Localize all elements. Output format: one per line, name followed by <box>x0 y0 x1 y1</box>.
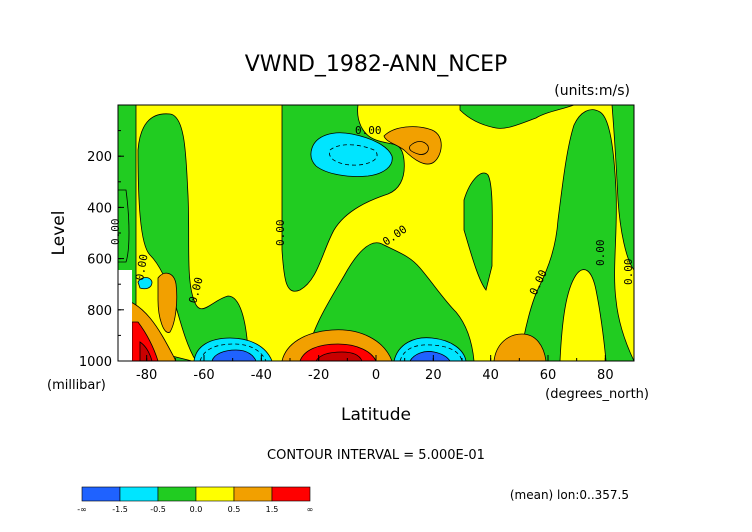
y-tick-label: 1000 <box>79 355 112 370</box>
colorbar-label: -∞ <box>77 505 87 514</box>
region-cyan-sh-low <box>193 337 273 361</box>
footer-note: (mean) lon:0..357.5 <box>510 488 629 502</box>
region-blue-sh-low <box>211 349 257 361</box>
colorbar-label: 1.5 <box>266 505 279 514</box>
region-darkred-eq-low <box>315 351 363 361</box>
region-cyan-nh-low <box>393 337 467 361</box>
x-tick-label: -40 <box>251 368 272 383</box>
region-green-right-top <box>459 105 575 129</box>
colorbar-label: ∞ <box>307 505 314 514</box>
region-green-north-top <box>611 105 634 271</box>
units-label: (units:m/s) <box>554 83 630 99</box>
y-axis: 200 400 600 800 1000 <box>79 130 124 370</box>
colorbar-swatch <box>119 486 159 502</box>
region-white-corner <box>118 270 132 361</box>
contour-solid-upper <box>409 141 429 155</box>
contour-label: 0.00 <box>133 253 150 281</box>
x-tick-label: -20 <box>308 368 329 383</box>
contour-interval: CONTOUR INTERVAL = 5.000E-01 <box>267 448 485 463</box>
contour-label: 0.00 <box>594 240 607 267</box>
y-tick-label: 200 <box>87 150 112 165</box>
chart-title: VWND_1982-ANN_NCEP <box>245 52 508 77</box>
colorbar-swatch <box>157 486 197 502</box>
colorbar-swatch <box>271 486 311 502</box>
contour-label: 0.00 <box>109 219 122 246</box>
x-axis: -80 -60 -40 -20 0 20 40 60 80 <box>117 355 635 383</box>
region-yellow-north-strip <box>559 269 607 361</box>
region-green-north <box>519 109 634 361</box>
region-green-leftedge <box>118 189 130 263</box>
contour-label: 0.00 <box>355 124 382 137</box>
x-tick-label: 20 <box>425 368 442 383</box>
contour-field <box>118 105 634 361</box>
x-axis-label: Latitude <box>341 405 411 425</box>
region-cyan-sh-small <box>137 277 153 290</box>
contour-label: 0.00 <box>274 220 287 247</box>
region-orange-upper <box>383 126 442 165</box>
y-tick-label: 400 <box>87 201 112 216</box>
y-tick-label: 600 <box>87 253 112 268</box>
contour-dashed-nh <box>399 344 463 361</box>
contour-dashed-upper <box>329 144 378 166</box>
colorbar-label: -0.5 <box>150 505 166 514</box>
colorbar-label: 0.0 <box>190 505 203 514</box>
colorbar-label: 0.5 <box>228 505 241 514</box>
x-tick-label: -80 <box>136 368 157 383</box>
x-tick-label: -60 <box>193 368 214 383</box>
region-cyan-upper <box>310 132 393 177</box>
colorbar-swatch <box>195 486 235 502</box>
colorbar-swatch <box>233 486 273 502</box>
region-orange-50n <box>493 333 547 361</box>
x-tick-label: 0 <box>372 368 380 383</box>
region-blue-nh-low <box>409 351 451 361</box>
region-green-40n <box>463 172 493 291</box>
region-darkred-sh-high <box>139 341 153 361</box>
colorbar-label: -1.5 <box>112 505 128 514</box>
x-tick-label: 80 <box>597 368 614 383</box>
y-unit-label: (millibar) <box>47 378 106 393</box>
contour-label: 0.00 <box>622 259 635 286</box>
y-tick-label: 800 <box>87 304 112 319</box>
region-green-south-main <box>137 113 253 361</box>
colorbar: -∞ -1.5 -0.5 0.0 0.5 1.5 ∞ <box>77 486 314 514</box>
x-tick-label: 40 <box>482 368 499 383</box>
x-tick-label: 60 <box>540 368 557 383</box>
x-unit-label: (degrees_north) <box>545 387 649 402</box>
colorbar-swatch <box>81 486 121 502</box>
y-axis-label: Level <box>49 211 69 256</box>
region-orange-sh-blob <box>157 272 178 333</box>
